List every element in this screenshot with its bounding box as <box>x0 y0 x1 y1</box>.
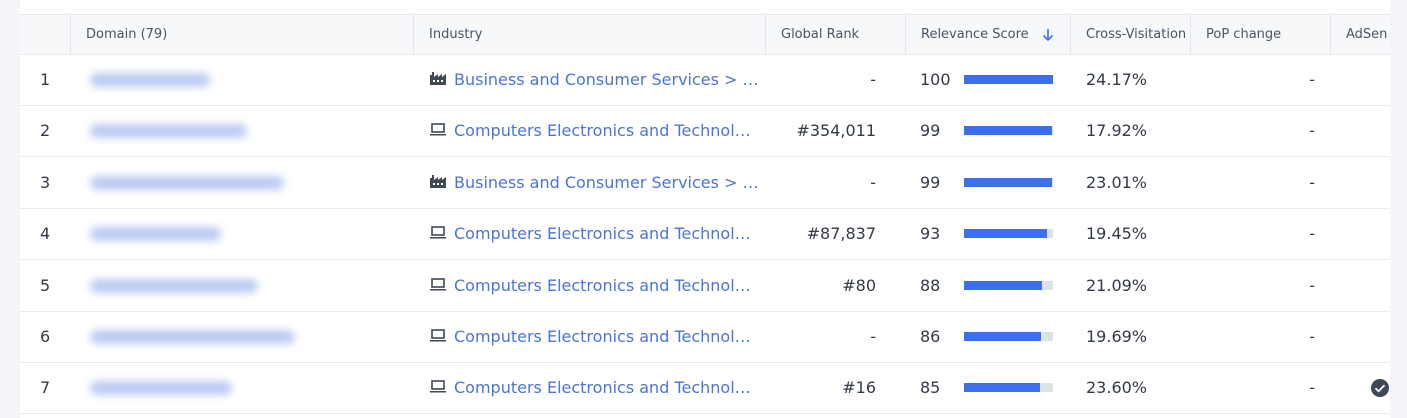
industry-link[interactable]: Computers Electronics and Technol… <box>454 378 751 398</box>
laptop-icon <box>430 277 446 291</box>
pop-change: - <box>1309 121 1315 141</box>
table-row: 4 Computers Electronics and Technol… #87,8… <box>20 209 1390 261</box>
relevance-bar <box>964 75 1053 84</box>
relevance-score: 93 <box>920 224 941 244</box>
column-header: Domain (79) <box>70 15 413 54</box>
domain-blurred <box>90 124 247 139</box>
domain-blurred <box>90 381 232 396</box>
relevance-bar <box>964 126 1053 136</box>
cross-visitation: 23.01% <box>1086 172 1148 192</box>
row-index: 7 <box>40 378 51 398</box>
laptop-icon <box>430 226 446 239</box>
laptop-icon <box>430 123 446 136</box>
adsense-check <box>1371 379 1389 398</box>
row-index: 4 <box>40 224 51 244</box>
cross-visitation: 19.45% <box>1086 224 1148 244</box>
table-row: 7 Computers Electronics and Technol… #16 85… <box>20 363 1390 415</box>
cross-visitation: 23.60% <box>1086 378 1148 398</box>
relevance-bar <box>964 177 1053 187</box>
global-rank: #16 <box>842 378 876 398</box>
industry-link[interactable]: Computers Electronics and Technol… <box>454 121 751 141</box>
relevance-score: 88 <box>920 275 941 295</box>
sort-arrow[interactable] <box>1042 28 1054 42</box>
industry-link[interactable]: Business and Consumer Services > … <box>454 70 759 89</box>
pop-change: - <box>1309 172 1315 192</box>
relevance-bar <box>964 229 1047 239</box>
global-rank: - <box>870 172 876 192</box>
factory-icon <box>430 72 446 85</box>
table-row: 2 Computers Electronics and Technol… #354,… <box>20 106 1390 158</box>
table-row: 5 Computers Electronics and Technol… #80 88… <box>20 261 1390 312</box>
row-index: 3 <box>40 172 51 192</box>
factory-icon <box>430 174 446 188</box>
global-rank: - <box>870 327 876 346</box>
relevance-bar <box>964 280 1043 290</box>
domain-blurred <box>90 73 210 87</box>
laptop-icon <box>430 329 446 342</box>
pop-change: - <box>1309 70 1315 89</box>
domain-blurred <box>90 227 221 242</box>
cross-visitation: 17.92% <box>1086 121 1148 141</box>
row-index: 1 <box>40 70 51 89</box>
table-header: Domain (79) Industry Global Rank Relevance … <box>20 14 1390 55</box>
domain-blurred <box>90 330 295 344</box>
domain-blurred <box>90 175 284 190</box>
relevance-track <box>964 177 1053 187</box>
relevance-bar <box>964 383 1040 393</box>
relevance-score: 100 <box>920 70 951 89</box>
relevance-track <box>964 229 1053 239</box>
industry-link[interactable]: Business and Consumer Services > … <box>454 172 759 192</box>
global-rank: #354,011 <box>796 121 876 141</box>
relevance-track <box>964 126 1053 136</box>
relevance-score: 99 <box>920 121 941 141</box>
relevance-bar <box>964 332 1041 341</box>
domain-blurred <box>90 278 258 293</box>
relevance-score: 86 <box>920 327 941 346</box>
pop-change: - <box>1309 275 1315 295</box>
global-rank: #80 <box>842 275 876 295</box>
row-index: 2 <box>40 121 51 141</box>
column-header: Industry <box>413 15 765 54</box>
domain-table: Domain (79) Industry Global Rank Relevance … <box>20 0 1390 418</box>
industry-link[interactable]: Computers Electronics and Technol… <box>454 275 751 295</box>
cross-visitation: 19.69% <box>1086 327 1148 346</box>
table-row: 3 Business and Consumer Services > … - 99 23… <box>20 158 1390 209</box>
industry-link[interactable]: Computers Electronics and Technol… <box>454 327 751 346</box>
row-index: 5 <box>40 275 51 295</box>
pop-change: - <box>1309 378 1315 398</box>
relevance-track <box>964 280 1053 290</box>
column-header: Global Rank <box>765 15 905 54</box>
column-header: PoP change <box>1190 15 1330 54</box>
cross-visitation: 21.09% <box>1086 275 1148 295</box>
relevance-score: 99 <box>920 172 941 192</box>
relevance-track <box>964 75 1053 84</box>
relevance-track <box>964 383 1053 393</box>
pop-change: - <box>1309 327 1315 346</box>
global-rank: #87,837 <box>806 224 876 244</box>
pop-change: - <box>1309 224 1315 244</box>
global-rank: - <box>870 70 876 89</box>
column-header: Cross-Visitation <box>1070 15 1190 54</box>
table-row: 1 Business and Consumer Services > … - 100 2… <box>20 55 1390 106</box>
table-row: 6 Computers Electronics and Technol… - 86 19… <box>20 312 1390 363</box>
relevance-score: 85 <box>920 378 941 398</box>
laptop-icon <box>430 380 446 393</box>
row-index: 6 <box>40 327 51 346</box>
relevance-track <box>964 332 1053 341</box>
cross-visitation: 24.17% <box>1086 70 1148 89</box>
column-header: AdSen <box>1330 15 1390 54</box>
column-header: Relevance Score <box>905 15 1070 54</box>
industry-link[interactable]: Computers Electronics and Technol… <box>454 224 751 244</box>
